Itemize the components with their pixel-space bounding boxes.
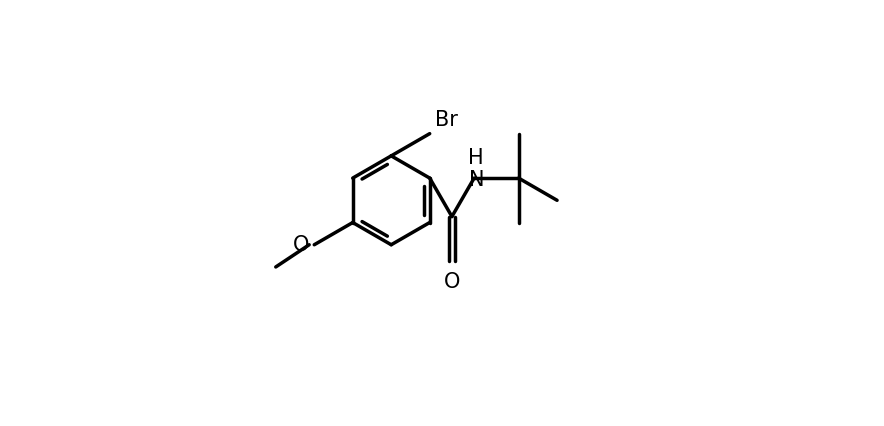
Text: O: O [293,235,309,255]
Text: N: N [469,170,484,190]
Text: Br: Br [435,110,458,130]
Text: H: H [469,147,484,167]
Text: O: O [444,272,460,291]
